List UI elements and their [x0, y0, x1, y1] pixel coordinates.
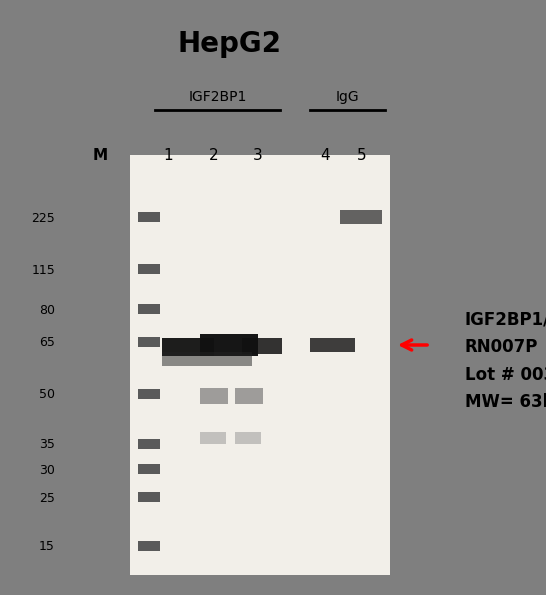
Bar [138, 492, 160, 502]
Text: 80: 80 [39, 303, 55, 317]
Bar [200, 388, 228, 404]
Bar [162, 338, 214, 356]
Text: 15: 15 [39, 540, 55, 553]
Text: IgG: IgG [336, 90, 359, 104]
Bar [138, 464, 160, 474]
Bar [235, 388, 263, 404]
Bar [138, 212, 160, 222]
Text: 4: 4 [320, 148, 330, 163]
Bar [138, 264, 160, 274]
Text: 2: 2 [209, 148, 219, 163]
Bar [242, 338, 282, 354]
Bar [130, 155, 390, 575]
Text: HepG2: HepG2 [177, 30, 281, 58]
Bar [138, 304, 160, 314]
Bar [235, 432, 261, 444]
Bar [200, 334, 258, 356]
Text: 225: 225 [31, 211, 55, 224]
Text: 115: 115 [31, 264, 55, 277]
Bar [138, 389, 160, 399]
Bar [162, 352, 252, 366]
Bar [200, 432, 226, 444]
Bar [310, 338, 355, 352]
Text: 65: 65 [39, 337, 55, 349]
Text: 25: 25 [39, 491, 55, 505]
Text: 30: 30 [39, 464, 55, 477]
Text: 5: 5 [357, 148, 367, 163]
Text: M: M [92, 148, 108, 163]
Text: IGF2BP1/IMP1
RN007P
Lot # 003
MW= 63kDa: IGF2BP1/IMP1 RN007P Lot # 003 MW= 63kDa [465, 310, 546, 411]
Text: 1: 1 [163, 148, 173, 163]
Bar [138, 541, 160, 551]
Bar [340, 210, 382, 224]
Text: 3: 3 [253, 148, 263, 163]
Text: IGF2BP1: IGF2BP1 [188, 90, 247, 104]
Bar [138, 337, 160, 347]
Text: 35: 35 [39, 439, 55, 452]
Bar [138, 439, 160, 449]
Text: 50: 50 [39, 389, 55, 402]
